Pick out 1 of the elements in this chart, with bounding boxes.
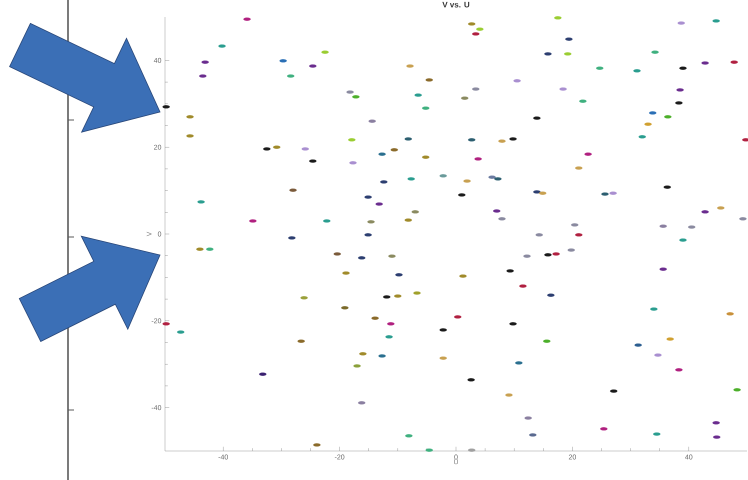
chart-title: V vs. U xyxy=(442,2,470,8)
